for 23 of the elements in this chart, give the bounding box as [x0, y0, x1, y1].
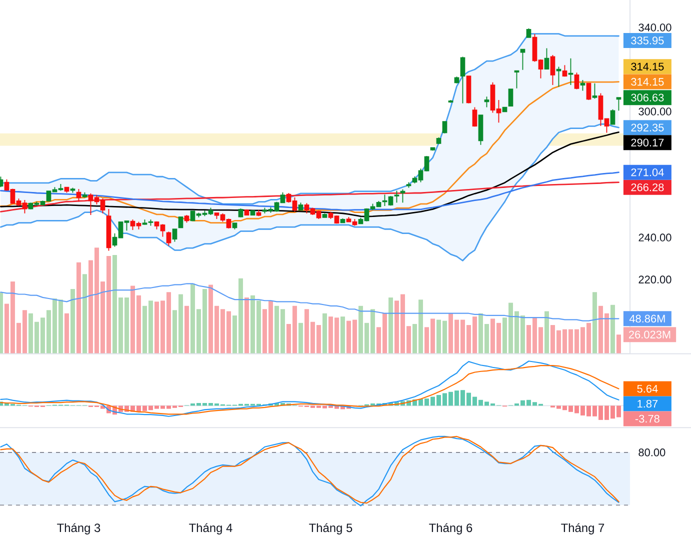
x-tick-label: Tháng 3: [57, 523, 100, 534]
y-tick-label: 340.00: [638, 24, 672, 32]
y-tick-label: 220.00: [638, 276, 672, 284]
y-tick-label: 300.00: [638, 108, 672, 116]
annotation: 48.86M: [629, 314, 665, 323]
x-tick-label: Tháng 7: [561, 523, 604, 534]
data-label: 314.15: [631, 78, 664, 86]
text: 80.00: [638, 448, 666, 456]
data-label: 292.35: [631, 124, 664, 132]
text: 1.87: [638, 400, 658, 408]
text: 306.63: [631, 94, 664, 102]
annotation: 26.023M: [628, 330, 670, 338]
data-label: 266.28: [631, 183, 664, 192]
data-label: 290.17: [631, 138, 664, 146]
y-tick-label: 240.00: [638, 234, 672, 242]
text: -3.78: [635, 414, 660, 423]
data-label: 335.95: [631, 36, 664, 44]
x-tick-label: Tháng 5: [309, 523, 352, 534]
x-tick-label: Tháng 6: [429, 523, 472, 534]
text: 314.15: [631, 62, 664, 70]
text: 5.64: [637, 384, 658, 393]
x-tick-label: Tháng 4: [189, 523, 232, 534]
data-label: 271.04: [631, 168, 664, 176]
